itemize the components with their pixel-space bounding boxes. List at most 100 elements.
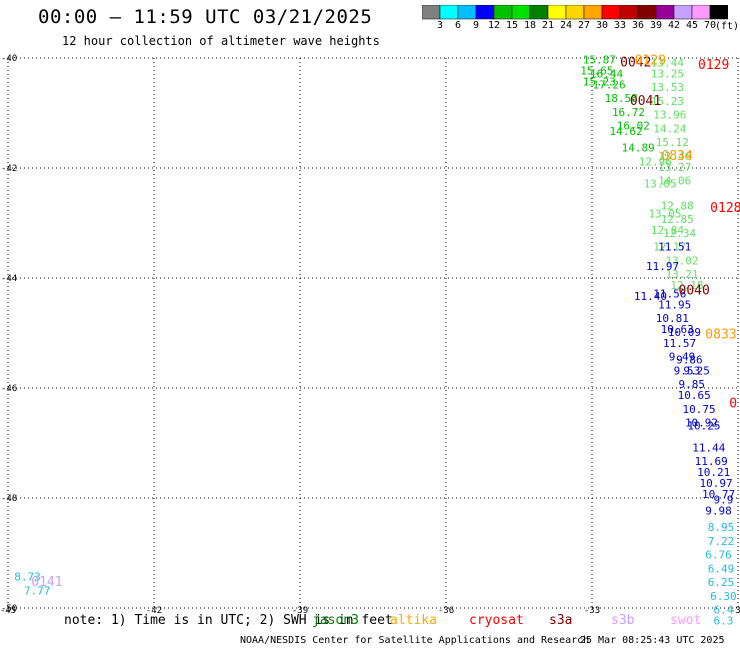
wave-height-label: 14.89 <box>622 142 655 155</box>
chart-subtitle: 12 hour collection of altimeter wave hei… <box>62 34 380 48</box>
wave-height-label: 11.69 <box>695 455 728 468</box>
wave-height-label: 12.96 <box>639 155 672 168</box>
legend-note: note: 1) Time is in UTC; 2) SWH is in fe… <box>64 613 393 628</box>
wave-height-label: 13.27 <box>658 161 691 174</box>
wave-height-label: 12.18 <box>670 279 703 292</box>
wave-height-label: 16.72 <box>612 106 645 119</box>
wave-height-label: 9.49 <box>669 351 696 364</box>
colorbar-label: 30 <box>595 20 609 31</box>
pass-time-label: 0041 <box>630 94 661 109</box>
wave-height-label: 15.23 <box>583 76 616 89</box>
wave-height-label: 13.53 <box>651 81 684 94</box>
wave-height-label: 6.76 <box>705 549 732 562</box>
wave-height-label: 9.98 <box>705 505 732 518</box>
wave-height-label: 10.97 <box>700 477 733 490</box>
wave-height-label: 8.73 <box>14 571 41 584</box>
pass-time-label: 0129 <box>635 54 666 69</box>
colorbar-label: 42 <box>667 20 681 31</box>
colorbar-label: 18 <box>523 20 537 31</box>
wave-height-label: 14.06 <box>658 175 691 188</box>
x-tick-label: -36 <box>438 606 454 616</box>
wave-height-label: 16.02 <box>617 120 650 133</box>
wave-height-label: 13.44 <box>651 56 684 69</box>
wave-height-label: 13.02 <box>665 254 698 267</box>
wave-height-label: 9.9 <box>713 494 733 507</box>
pass-time-label: 0834 <box>662 149 693 164</box>
x-tick-label: -33 <box>584 606 600 616</box>
pass-time-label: 0128 <box>710 201 740 216</box>
colorbar-label: 24 <box>559 20 573 31</box>
wave-height-label: 10.65 <box>678 389 711 402</box>
wave-height-label: 15.12 <box>656 136 689 149</box>
wave-height-label: 11.56 <box>653 287 686 300</box>
axis-ticks: -45 -42 -39 -36 -33 -30 -40 -42 -44 -46 -48 -50 <box>0 54 740 616</box>
wave-height-label: 8.95 <box>708 521 735 534</box>
wave-height-label: 10.75 <box>683 403 716 416</box>
pass-time-label: 0129 <box>698 58 729 73</box>
wave-height-label: 13.46 <box>658 150 691 163</box>
wave-height-label: 6.30 <box>710 590 737 603</box>
wave-height-label: 17.26 <box>592 78 625 91</box>
wave-height-label: 10.21 <box>697 466 730 479</box>
legend-item-cryosat: cryosat <box>469 613 524 628</box>
legend-item-s3b: s3b <box>611 613 635 628</box>
colorbar-label: 21 <box>541 20 555 31</box>
colorbar-label: 45 <box>685 20 699 31</box>
footer-organization: NOAA/NESDIS Center for Satellite Applica… <box>240 635 590 646</box>
colorbar-unit: (ft) <box>715 21 740 32</box>
wave-height-label: 12.34 <box>663 227 696 240</box>
colorbar-label: 3 <box>436 20 444 31</box>
footer-timestamp: 25 Mar 08:25:43 UTC 2025 <box>580 635 725 646</box>
wave-height-label: 9.25 <box>683 364 710 377</box>
wave-height-label: 11.57 <box>663 337 696 350</box>
data-points: 15.8715.6516.4415.2317.2618.5816.7216.02… <box>14 54 736 628</box>
wave-height-label: 6.25 <box>708 576 735 589</box>
wave-height-label: 16.44 <box>590 67 623 80</box>
legend-item-s3a: s3a <box>549 613 573 628</box>
wave-height-label: 13.05 <box>648 208 681 221</box>
wave-height-label: 6.4 <box>713 604 733 617</box>
colorbar-label: 33 <box>613 20 627 31</box>
y-tick-label: -40 <box>1 54 17 64</box>
x-tick-label: -42 <box>146 606 162 616</box>
wave-height-label: 10.25 <box>687 419 720 432</box>
wave-height-label: 12.85 <box>661 213 694 226</box>
y-tick-label: -42 <box>1 164 17 174</box>
colorbar-label: 36 <box>631 20 645 31</box>
colorbar-label: 27 <box>577 20 591 31</box>
colorbar-label: 12 <box>487 20 501 31</box>
wave-height-label: 11.97 <box>646 260 679 273</box>
wave-height-label: 10.09 <box>668 326 701 339</box>
y-tick-label: -44 <box>1 274 17 284</box>
wave-height-label: 13.05 <box>644 177 677 190</box>
wave-height-label: 18.58 <box>605 92 638 105</box>
wave-height-label: 15.23 <box>651 95 684 108</box>
colorbar-label: 9 <box>472 20 480 31</box>
colorbar-swatch <box>709 5 728 20</box>
y-tick-label: -46 <box>1 384 17 394</box>
pass-time-label: 0141 <box>31 575 62 590</box>
wave-height-label: 10.77 <box>702 488 735 501</box>
legend-item-jason3: jason3 <box>312 613 359 628</box>
x-tick-label: -30 <box>730 606 740 616</box>
x-tick-label: -39 <box>292 606 308 616</box>
wave-height-label: 15.87 <box>583 54 616 67</box>
wave-height-label: 11.44 <box>692 441 725 454</box>
pass-time-label: 0042 <box>620 55 651 70</box>
wave-height-label: 7.22 <box>708 535 735 548</box>
colorbar-label: 39 <box>649 20 663 31</box>
wave-height-label: 14.62 <box>610 125 643 138</box>
y-tick-label: -50 <box>1 604 17 614</box>
legend-item-swot: swot <box>670 613 702 628</box>
wave-height-label: 11.40 <box>634 290 667 303</box>
wave-height-label: 13.21 <box>665 268 698 281</box>
wave-height-label: 12.84 <box>651 224 684 237</box>
gridlines <box>7 57 739 609</box>
chart-title: 00:00 – 11:59 UTC 03/21/2025 <box>38 6 373 28</box>
wave-height-label: 9.53 <box>674 364 701 377</box>
wave-height-label: 6.3 <box>713 615 733 628</box>
colorbar-label: 6 <box>454 20 462 31</box>
wave-height-label: 11.51 <box>658 241 691 254</box>
